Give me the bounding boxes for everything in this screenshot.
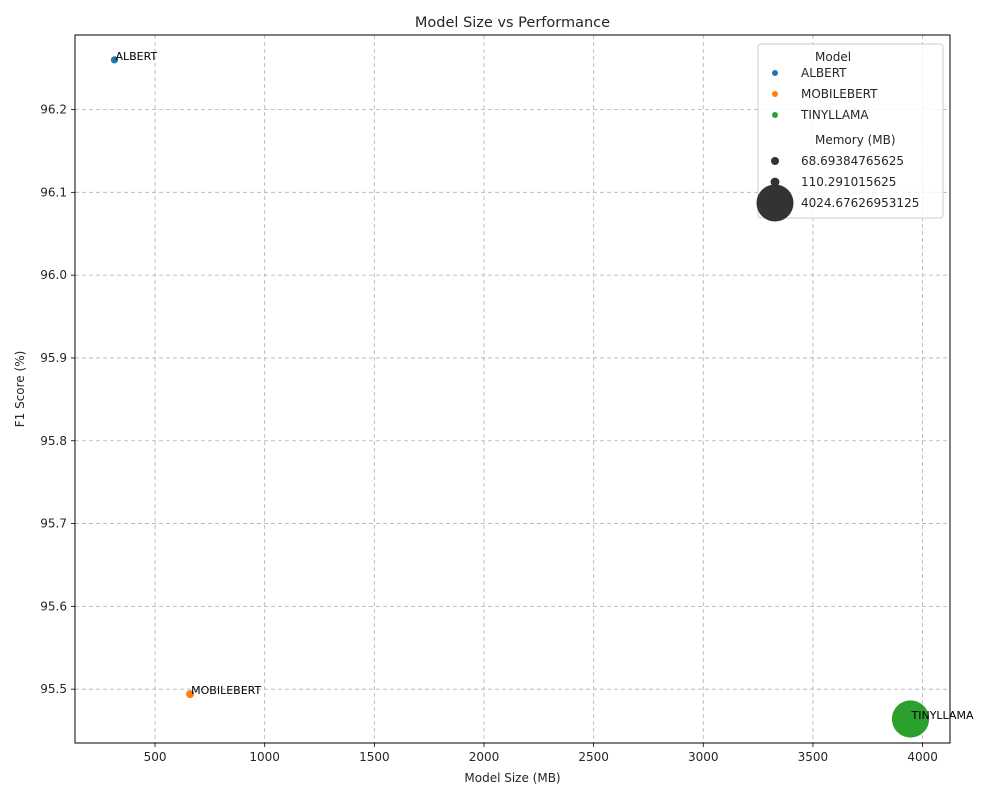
y-tick-label: 96.1 — [40, 185, 67, 199]
legend-box — [757, 43, 944, 219]
y-tick-label: 96.0 — [40, 268, 67, 282]
legend-size-label: 110.291015625 — [801, 175, 896, 189]
legend-label-mobilebert: MOBILEBERT — [801, 87, 878, 101]
x-tick-label: 2500 — [578, 750, 609, 764]
legend-marker-albert — [772, 70, 778, 76]
x-tick-label: 1000 — [249, 750, 280, 764]
x-tick-label: 1500 — [359, 750, 390, 764]
legend: Model Memory (MB) ALBERT MOBILEBERT TINYLL… — [756, 43, 944, 222]
legend-size-marker — [770, 177, 780, 187]
y-tick-label: 95.7 — [40, 517, 67, 531]
annotation-mobilebert: MOBILEBERT — [191, 684, 261, 697]
x-tick-label: 3500 — [798, 750, 829, 764]
x-axis-ticks: 500 1000 1500 2000 2500 3000 3500 4000 — [144, 743, 938, 764]
annotation-albert: ALBERT — [115, 50, 157, 63]
x-tick-label: 2000 — [469, 750, 500, 764]
axes-frame — [74, 34, 951, 744]
legend-size-label: 4024.67626953125 — [801, 196, 919, 210]
point-tinyllama — [891, 699, 930, 739]
point-annotations: ALBERT MOBILEBERT TINYLLAMA — [115, 50, 973, 722]
x-tick-label: 3000 — [688, 750, 719, 764]
legend-label-albert: ALBERT — [801, 66, 847, 80]
legend-size-label: 68.69384765625 — [801, 154, 904, 168]
y-axis-label: F1 Score (%) — [13, 351, 27, 428]
annotation-tinyllama: TINYLLAMA — [911, 709, 974, 722]
y-tick-label: 95.5 — [40, 682, 67, 696]
y-axis-ticks: 95.5 95.6 95.7 95.8 95.9 96.0 96.1 96.2 — [40, 103, 75, 696]
legend-size-marker — [771, 157, 779, 165]
x-tick-label: 4000 — [907, 750, 938, 764]
y-tick-label: 96.2 — [40, 103, 67, 117]
x-axis-label: Model Size (MB) — [464, 771, 560, 785]
point-albert — [110, 55, 119, 65]
legend-size-title: Memory (MB) — [815, 133, 896, 147]
y-tick-label: 95.9 — [40, 351, 67, 365]
y-tick-label: 95.6 — [40, 599, 67, 613]
x-tick-label: 500 — [144, 750, 167, 764]
legend-label-tinyllama: TINYLLAMA — [800, 108, 869, 122]
y-tick-label: 95.8 — [40, 434, 67, 448]
chart-title: Model Size vs Performance — [415, 15, 610, 31]
legend-hue-title: Model — [815, 50, 851, 64]
data-points — [110, 55, 930, 739]
legend-size-marker — [756, 184, 794, 222]
point-mobilebert — [185, 689, 195, 699]
legend-marker-mobilebert — [772, 91, 778, 97]
legend-marker-tinyllama — [772, 112, 778, 118]
